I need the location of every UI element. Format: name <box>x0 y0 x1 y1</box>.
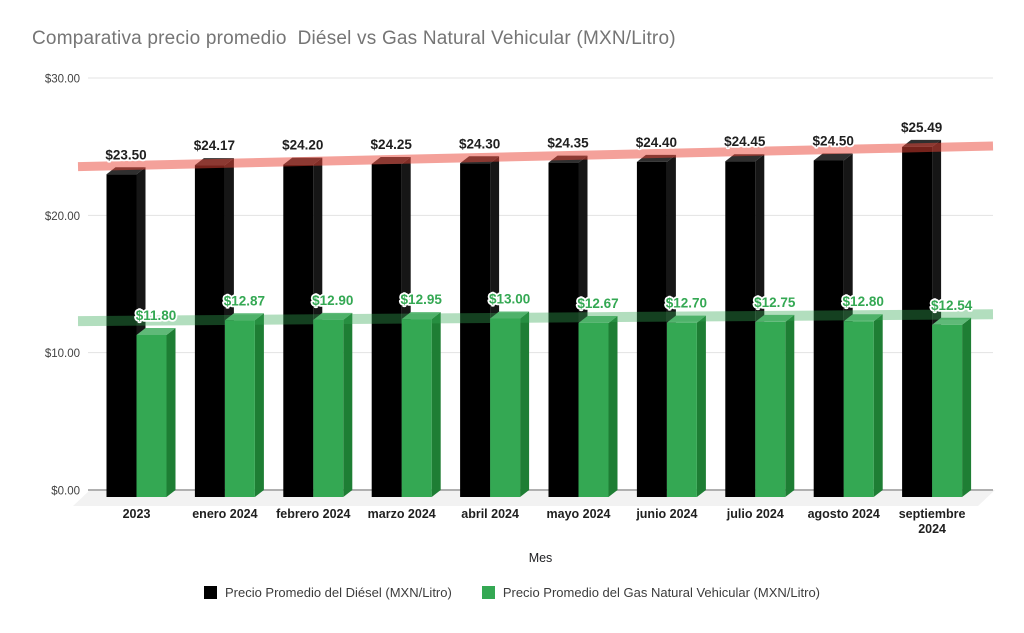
bar-gas-junio 2024[interactable] <box>666 315 706 497</box>
x-tick-label: septiembre 2024 <box>899 507 966 536</box>
legend-item-gas[interactable]: Precio Promedio del Gas Natural Vehicula… <box>481 585 821 600</box>
bar-gas-febrero 2024[interactable] <box>313 312 353 497</box>
x-tick-label: agosto 2024 <box>808 507 880 521</box>
bar-gas-agosto 2024[interactable] <box>843 314 883 497</box>
legend-label-diesel: Precio Promedio del Diésel (MXN/Litro) <box>224 585 452 600</box>
legend-swatch-diesel <box>203 586 217 599</box>
trendline-gas[interactable] <box>77 309 994 327</box>
value-label-diesel-enero 2024: $24.17 <box>194 138 235 153</box>
x-tick-label: febrero 2024 <box>276 507 350 521</box>
bar-gas-enero 2024[interactable] <box>224 313 264 497</box>
value-label-gas-julio 2024: $12.75 <box>754 295 796 310</box>
y-axis-tick: $0.00 <box>51 486 80 498</box>
value-label-gas-junio 2024: $12.70 <box>666 296 707 311</box>
x-tick-label: mayo 2024 <box>547 507 611 521</box>
value-label-gas-marzo 2024: $12.95 <box>401 292 443 307</box>
x-tick-label: junio 2024 <box>635 507 697 521</box>
value-label-diesel-mayo 2024: $24.35 <box>547 136 589 151</box>
value-label-gas-septiembre 2024: $12.54 <box>931 298 973 313</box>
value-label-gas-abril 2024: $13.00 <box>489 291 530 306</box>
x-tick-label: julio 2024 <box>726 507 784 521</box>
value-label-diesel-agosto 2024: $24.50 <box>813 134 854 149</box>
value-label-gas-febrero 2024: $12.90 <box>312 293 353 308</box>
bar-gas-julio 2024[interactable] <box>755 314 795 497</box>
x-tick-label: 2023 <box>123 507 151 521</box>
value-label-diesel-marzo 2024: $24.25 <box>371 137 413 152</box>
value-label-diesel-2023: $23.50 <box>105 147 146 162</box>
trendline-diesel[interactable] <box>77 141 994 172</box>
value-label-gas-mayo 2024: $12.67 <box>577 296 618 311</box>
y-axis-tick: $20.00 <box>45 211 80 223</box>
value-label-diesel-abril 2024: $24.30 <box>459 136 500 151</box>
y-axis-tick: $30.00 <box>45 74 80 86</box>
value-label-diesel-febrero 2024: $24.20 <box>282 138 323 153</box>
x-tick-label: marzo 2024 <box>368 507 436 521</box>
value-label-gas-2023: $11.80 <box>136 308 177 323</box>
chart-title: Comparativa precio promedio Diésel vs Ga… <box>32 28 676 49</box>
value-label-diesel-junio 2024: $24.40 <box>636 135 677 150</box>
legend-label-gas: Precio Promedio del Gas Natural Vehicula… <box>502 585 821 600</box>
x-tick-label: enero 2024 <box>192 507 257 521</box>
value-label-gas-enero 2024: $12.87 <box>224 293 265 308</box>
bar-gas-abril 2024[interactable] <box>490 311 530 497</box>
bar-gas-2023[interactable] <box>136 327 176 497</box>
bar-gas-mayo 2024[interactable] <box>578 315 618 497</box>
chart-legend: Precio Promedio del Diésel (MXN/Litro) P… <box>0 585 1024 600</box>
legend-swatch-gas <box>481 586 495 599</box>
value-label-gas-agosto 2024: $12.80 <box>843 294 884 309</box>
bar-gas-marzo 2024[interactable] <box>401 312 441 497</box>
x-tick-label: abril 2024 <box>461 507 519 521</box>
x-axis-title: Mes <box>528 551 553 565</box>
value-label-diesel-julio 2024: $24.45 <box>724 134 766 149</box>
y-axis-tick: $10.00 <box>45 348 80 360</box>
value-label-diesel-septiembre 2024: $25.49 <box>901 120 942 135</box>
legend-item-diesel[interactable]: Precio Promedio del Diésel (MXN/Litro) <box>203 585 452 600</box>
chart-plot-area: $30.00 $20.00 $10.00 $0.00 $23.50 $11.80 $24.1… <box>45 74 995 536</box>
bar-gas-septiembre 2024[interactable] <box>932 317 972 497</box>
